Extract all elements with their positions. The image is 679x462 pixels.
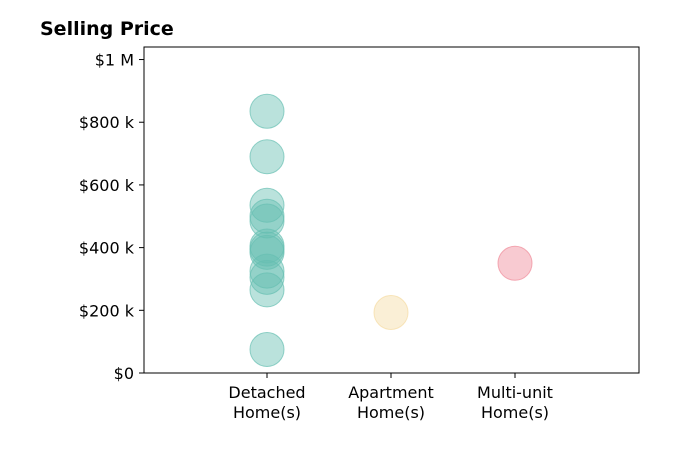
y-tick-label: $200 k	[79, 301, 135, 320]
data-point	[249, 331, 285, 367]
chart-title: Selling Price	[40, 18, 174, 40]
data-point	[249, 234, 285, 270]
data-point	[249, 139, 285, 175]
y-tick-label: $800 k	[79, 113, 135, 132]
y-tick-label: $400 k	[79, 239, 135, 258]
data-point	[249, 203, 285, 239]
data-point	[497, 245, 533, 281]
x-tick-label: Apartment Home(s)	[348, 383, 434, 422]
data-point	[249, 93, 285, 129]
x-tick-label: Multi-unit Home(s)	[477, 383, 553, 422]
data-point	[373, 295, 409, 331]
data-point	[249, 187, 285, 223]
scatter-points	[249, 93, 533, 367]
x-axis: Detached Home(s) Apartment Home(s) Multi-uni…	[228, 373, 553, 422]
data-point	[249, 259, 285, 295]
data-point	[249, 272, 285, 308]
data-point	[249, 198, 285, 234]
y-tick-label: $600 k	[79, 176, 135, 195]
x-tick-label: Detached Home(s)	[228, 383, 305, 422]
y-tick-label: $0	[114, 364, 134, 383]
y-axis: $0 $200 k $400 k $600 k $800 k $1 M	[79, 51, 144, 383]
y-tick-label: $1 M	[95, 51, 134, 70]
